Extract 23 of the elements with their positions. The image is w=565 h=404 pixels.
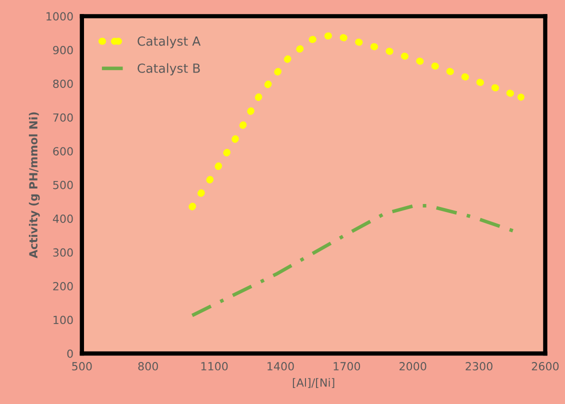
y-tick-label: 500 bbox=[53, 180, 73, 190]
y-tick-label: 200 bbox=[53, 282, 73, 290]
y-tick-label: 1000 bbox=[46, 12, 73, 21]
y-tick-label: 900 bbox=[53, 46, 73, 54]
y-tick-label: 800 bbox=[53, 80, 73, 88]
x-tick-label: 1700 bbox=[334, 362, 360, 370]
x-tick-label: 2600 bbox=[532, 362, 559, 370]
y-tick-label: 100 bbox=[54, 316, 73, 324]
y-tick-label: 700 bbox=[53, 113, 73, 122]
x-tick-label: 2300 bbox=[466, 362, 492, 370]
x-tick-label: 1100 bbox=[201, 362, 228, 370]
legend-label: Catalyst A bbox=[138, 36, 201, 48]
y-tick-label: 300 bbox=[53, 248, 73, 257]
y-tick-label: 0 bbox=[67, 349, 73, 358]
y-tick-label: 400 bbox=[52, 214, 73, 223]
x-tick-label: 1400 bbox=[268, 362, 294, 370]
x-axis-title: [Al]/[Ni] bbox=[292, 378, 334, 388]
x-tick-label: 800 bbox=[138, 362, 158, 370]
x-tick-label: 2000 bbox=[400, 362, 426, 370]
x-tick-label: 500 bbox=[72, 362, 92, 370]
y-axis-title: Activity (g PH/mmol Ni) bbox=[28, 112, 40, 258]
y-tick-label: 600 bbox=[53, 147, 73, 156]
legend-label: Catalyst B bbox=[138, 63, 200, 76]
